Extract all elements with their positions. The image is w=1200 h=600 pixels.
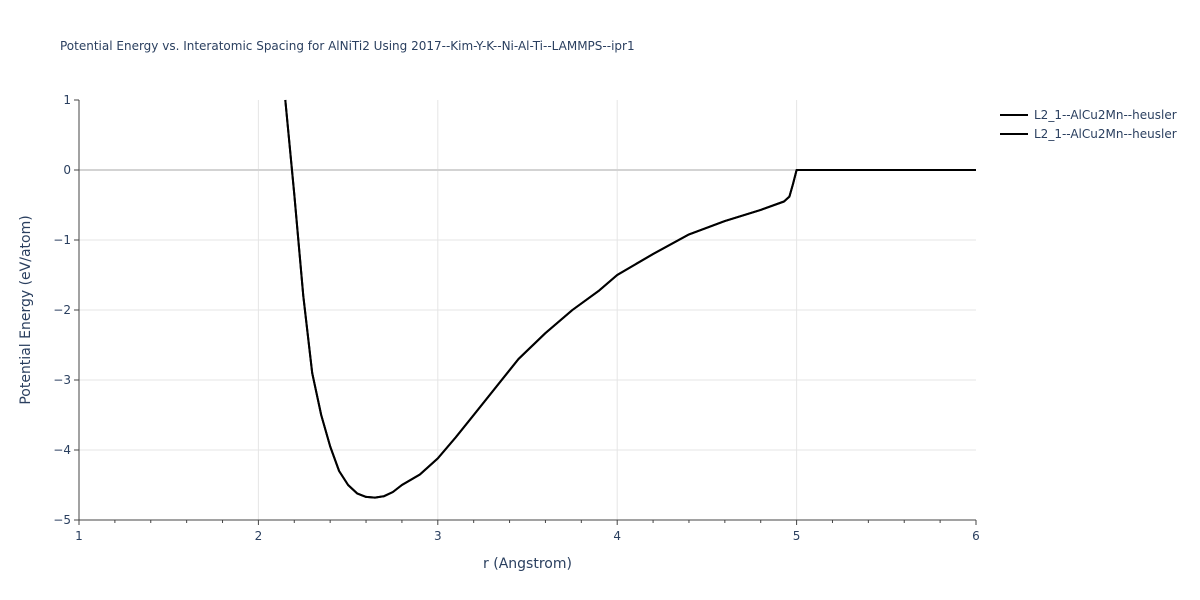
legend[interactable]: L2_1--AlCu2Mn--heusler L2_1--AlCu2Mn--heu… <box>1000 108 1177 141</box>
legend-label: L2_1--AlCu2Mn--heusler <box>1034 108 1177 122</box>
legend-item[interactable]: L2_1--AlCu2Mn--heusler <box>1000 108 1177 122</box>
y-tick-label: −4 <box>53 443 71 457</box>
y-axis-title: Potential Energy (eV/atom) <box>18 215 34 404</box>
x-tick-label: 6 <box>972 529 980 543</box>
grid <box>79 100 976 520</box>
series-line-1 <box>284 99 976 499</box>
x-tick-labels: 1 2 3 4 5 6 <box>75 520 980 543</box>
x-tick-label: 4 <box>613 529 621 543</box>
x-tick-label: 1 <box>75 529 83 543</box>
x-tick-label: 3 <box>434 529 442 543</box>
x-minor-ticks <box>114 520 941 523</box>
chart-title: Potential Energy vs. Interatomic Spacing… <box>60 39 635 53</box>
legend-item[interactable]: L2_1--AlCu2Mn--heusler <box>1000 127 1177 141</box>
series-layer <box>284 99 976 499</box>
y-tick-label: 0 <box>63 163 71 177</box>
y-tick-labels: 1 0 −1 −2 −3 −4 −5 <box>53 93 79 527</box>
x-tick-label: 5 <box>793 529 801 543</box>
legend-label: L2_1--AlCu2Mn--heusler <box>1034 127 1177 141</box>
y-tick-label: −3 <box>53 373 71 387</box>
y-tick-label: 1 <box>63 93 71 107</box>
x-axis-title: r (Angstrom) <box>483 556 572 572</box>
y-tick-label: −1 <box>53 233 71 247</box>
y-tick-label: −2 <box>53 303 71 317</box>
y-tick-label: −5 <box>53 513 71 527</box>
x-tick-label: 2 <box>255 529 263 543</box>
series-line-2 <box>284 99 976 499</box>
